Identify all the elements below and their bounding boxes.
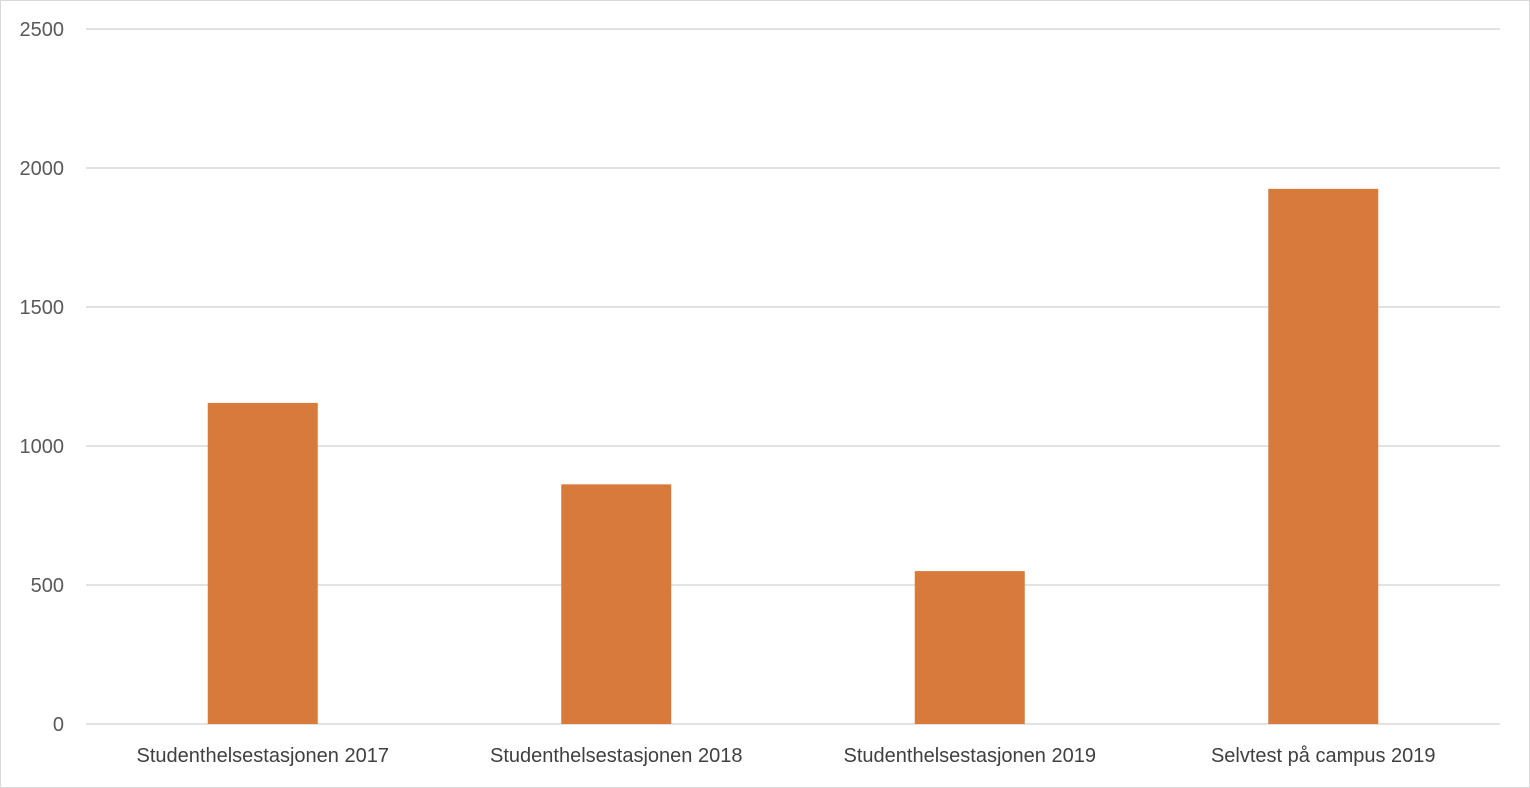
y-tick-label: 2000 xyxy=(20,158,65,180)
bar xyxy=(1268,188,1379,725)
x-axis-ticks: Studenthelsestasjonen 2017 Studenthelsest… xyxy=(137,745,1436,767)
y-axis-ticks: 0 500 1000 1500 2000 2500 xyxy=(20,19,65,736)
y-tick-label: 1000 xyxy=(20,436,65,458)
x-tick-label: Studenthelsestasjonen 2017 xyxy=(137,745,389,767)
x-tick-label: Selvtest på campus 2019 xyxy=(1211,745,1436,767)
x-tick-label: Studenthelsestasjonen 2019 xyxy=(844,745,1096,767)
x-tick-label: Studenthelsestasjonen 2018 xyxy=(490,745,742,767)
bar xyxy=(914,571,1025,724)
bar xyxy=(207,402,318,724)
gridlines xyxy=(86,28,1500,725)
bar xyxy=(561,484,672,724)
y-tick-label: 1500 xyxy=(20,297,65,319)
bars xyxy=(207,188,1379,725)
y-tick-label: 0 xyxy=(53,714,64,736)
y-tick-label: 500 xyxy=(31,575,64,597)
y-tick-label: 2500 xyxy=(20,19,65,41)
